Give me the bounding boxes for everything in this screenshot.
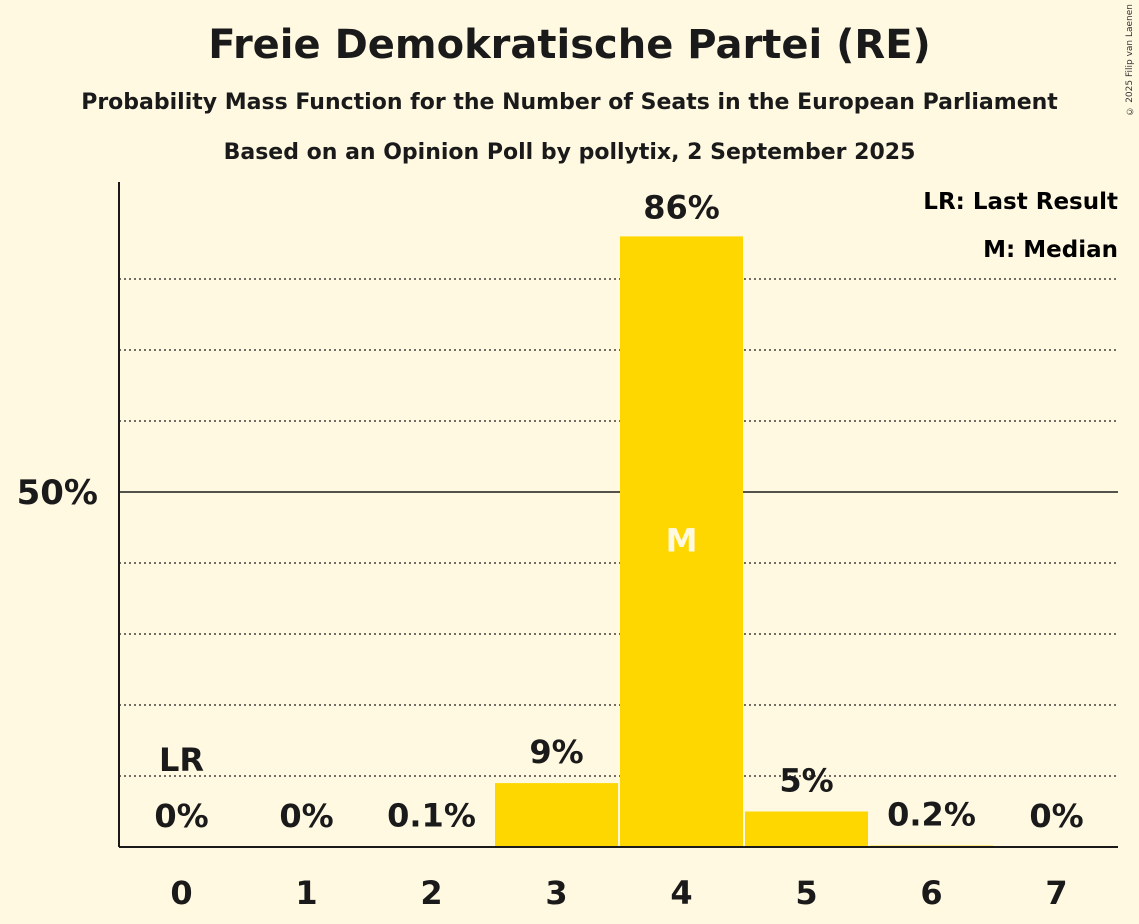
legend-last-result: LR: Last Result	[923, 189, 1118, 215]
value-labels: 0% LR 0% 0.1% 9% 86% M 5% 0.2% 0%	[154, 188, 1083, 835]
axes: 0 1 2 3 4 5 6 7 50%	[17, 182, 1118, 912]
chart-source-subtitle: Based on an Opinion Poll by pollytix, 2 …	[223, 140, 916, 165]
last-result-marker: LR	[159, 741, 204, 779]
legend-median: M: Median	[983, 237, 1118, 263]
x-tick-label: 3	[545, 874, 567, 912]
x-tick-label: 1	[295, 874, 317, 912]
x-tick-label: 6	[920, 874, 942, 912]
chart-subtitle: Probability Mass Function for the Number…	[81, 90, 1058, 115]
bar-seats-4	[620, 236, 743, 847]
x-tick-label: 2	[420, 874, 442, 912]
median-marker: M	[666, 522, 698, 560]
bar-seats-5	[745, 811, 868, 847]
value-label: 5%	[779, 762, 833, 800]
value-label: 0%	[279, 797, 333, 835]
x-tick-label: 7	[1045, 874, 1067, 912]
bar-seats-3	[495, 783, 618, 847]
chart-title: Freie Demokratische Partei (RE)	[208, 22, 931, 68]
value-label: 0.2%	[887, 796, 976, 834]
x-tick-label: 5	[795, 874, 817, 912]
value-label: 9%	[529, 733, 583, 771]
x-tick-label: 4	[670, 874, 692, 912]
x-tick-label: 0	[170, 874, 192, 912]
value-label: 86%	[643, 188, 720, 226]
value-label: 0%	[154, 797, 208, 835]
value-label: 0%	[1029, 797, 1083, 835]
y-tick-label: 50%	[17, 473, 98, 513]
value-label: 0.1%	[387, 796, 476, 834]
gridlines	[119, 278, 1118, 777]
